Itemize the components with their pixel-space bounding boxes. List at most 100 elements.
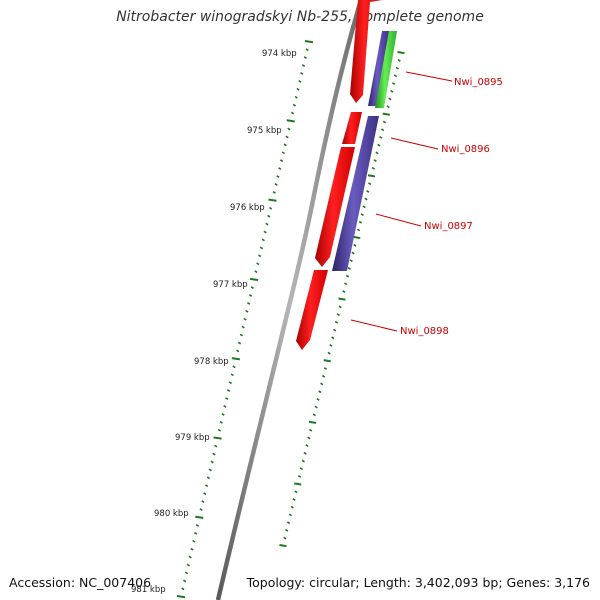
minor-tick: [292, 103, 296, 107]
minor-tick: [303, 56, 307, 60]
minor-tick: [334, 320, 339, 324]
minor-tick: [283, 536, 287, 540]
minor-tick: [250, 286, 254, 289]
minor-tick: [364, 197, 368, 201]
minor-tick: [285, 528, 289, 532]
minor-tick: [397, 59, 401, 62]
gene-label-nwi-0896[interactable]: Nwi_0896: [441, 144, 490, 155]
minor-tick: [286, 521, 291, 525]
minor-tick: [226, 389, 231, 393]
major-tick: [323, 359, 331, 363]
scale-ticks-inner: [176, 40, 314, 599]
minor-tick: [390, 89, 394, 93]
minor-tick: [303, 451, 307, 455]
minor-tick: [208, 468, 212, 472]
minor-tick: [243, 317, 247, 321]
gene-label-nwi-0895[interactable]: Nwi_0895: [454, 77, 503, 88]
minor-tick: [283, 143, 287, 147]
gene-arrow-forward[interactable]: [350, 0, 382, 103]
minor-tick: [199, 508, 203, 511]
scale-labels: 974 kbp 975 kbp 976 kbp 977 kbp 978 kbp …: [131, 49, 297, 595]
minor-tick: [203, 492, 207, 496]
minor-tick: [338, 305, 342, 309]
major-tick: [397, 51, 405, 55]
major-tick: [176, 595, 186, 599]
minor-tick: [217, 428, 222, 432]
gene-arrow-forward[interactable]: [315, 147, 355, 267]
gene-label-nwi-0897[interactable]: Nwi_0897: [424, 221, 473, 232]
minor-tick: [351, 251, 355, 255]
minor-tick: [281, 151, 286, 155]
scale-label: 981 kbp: [131, 585, 166, 595]
scale-label: 975 kbp: [247, 126, 282, 136]
gene-arrow-forward[interactable]: [342, 112, 362, 144]
minor-tick: [309, 428, 313, 432]
minor-tick: [294, 490, 298, 494]
minor-tick: [206, 476, 211, 480]
gene-arrow-reverse[interactable]: [368, 31, 389, 106]
minor-tick: [342, 290, 346, 293]
gene-arrow-forward[interactable]: [296, 270, 328, 350]
minor-tick: [184, 571, 189, 575]
accession-label: Accession: NC_007406: [9, 575, 152, 590]
minor-tick: [210, 460, 214, 464]
minor-tick: [297, 474, 302, 478]
minor-tick: [258, 254, 262, 258]
minor-tick: [236, 349, 240, 353]
forward-strand-genes: [296, 0, 382, 350]
reverse-strand-genes: [332, 31, 389, 271]
minor-tick: [183, 579, 187, 583]
minor-tick: [362, 205, 366, 209]
minor-tick: [373, 159, 377, 163]
minor-tick: [395, 66, 399, 70]
minor-tick: [379, 136, 383, 139]
minor-tick: [190, 547, 194, 551]
major-tick: [304, 40, 314, 44]
minor-tick: [323, 367, 328, 371]
minor-tick: [298, 79, 302, 83]
minor-tick: [318, 390, 322, 394]
minor-tick: [237, 341, 242, 345]
minor-tick: [267, 214, 271, 218]
major-tick: [279, 544, 287, 548]
minor-tick: [375, 151, 379, 155]
minor-tick: [329, 344, 333, 347]
minor-tick: [219, 420, 223, 424]
minor-tick: [349, 259, 353, 263]
genome-info-label: Topology: circular; Length: 3,402,093 bp…: [246, 575, 590, 590]
genome-backbone: [215, 0, 364, 600]
scale-label: 974 kbp: [262, 49, 297, 59]
minor-tick: [256, 262, 260, 266]
minor-tick: [212, 452, 216, 456]
minor-tick: [305, 48, 309, 52]
minor-tick: [360, 213, 364, 216]
minor-tick: [186, 563, 190, 567]
minor-tick: [320, 382, 324, 386]
minor-tick: [312, 413, 316, 417]
minor-tick: [296, 87, 300, 91]
minor-tick: [358, 220, 363, 224]
major-tick: [382, 112, 390, 116]
minor-tick: [321, 374, 326, 378]
minor-tick: [333, 328, 337, 332]
minor-tick: [353, 243, 357, 247]
minor-tick: [371, 166, 375, 170]
minor-tick: [265, 222, 269, 226]
minor-tick: [299, 467, 304, 471]
minor-tick: [345, 274, 350, 278]
minor-tick: [393, 74, 398, 78]
scale-label: 978 kbp: [194, 357, 229, 367]
rna-gene[interactable]: [375, 31, 397, 108]
minor-tick: [290, 505, 294, 509]
gene-label-nwi-0898[interactable]: Nwi_0898: [400, 326, 449, 337]
gene-arrow-reverse[interactable]: [332, 116, 379, 271]
minor-tick: [331, 336, 335, 340]
minor-tick: [336, 313, 340, 317]
minor-tick: [276, 175, 280, 178]
major-tick: [213, 436, 222, 440]
minor-tick: [230, 373, 234, 377]
minor-tick: [314, 405, 318, 409]
minor-tick: [285, 135, 289, 139]
minor-tick: [279, 159, 284, 163]
